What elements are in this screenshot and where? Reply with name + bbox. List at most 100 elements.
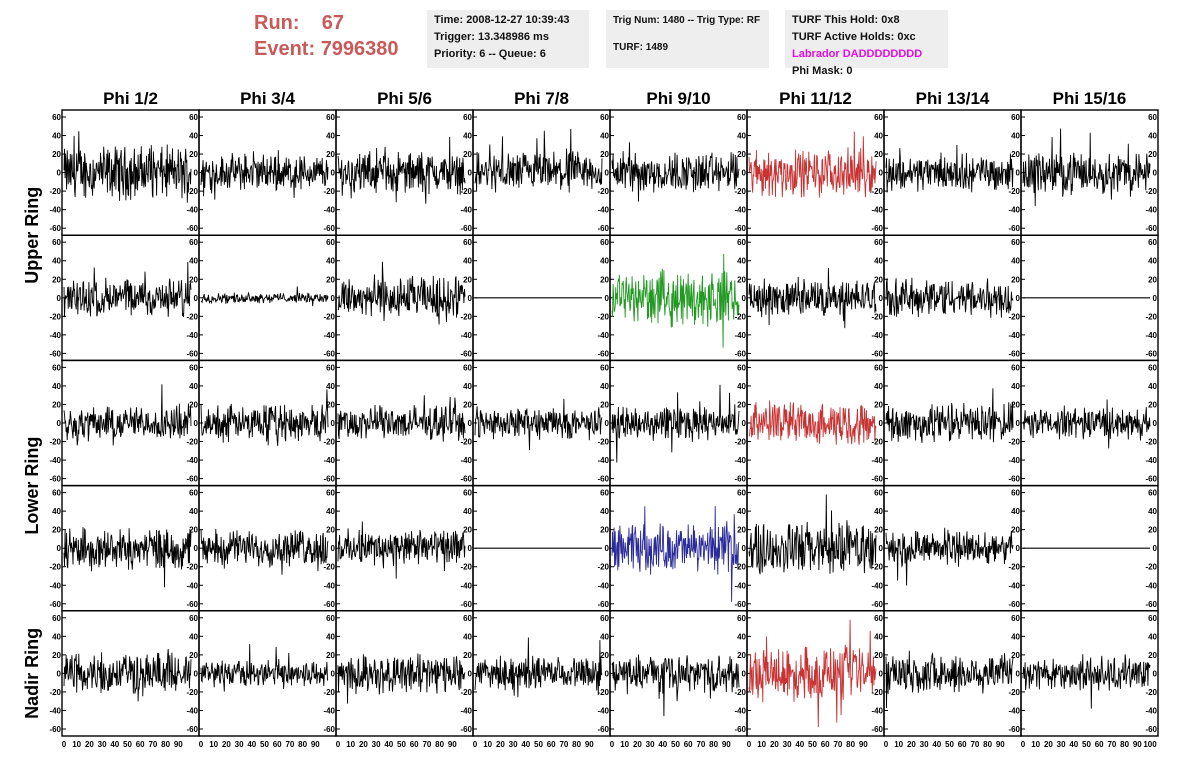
- y-tick-label: 0: [1016, 544, 1021, 553]
- y-tick-label: 40: [1011, 132, 1020, 141]
- y-tick-label: 20: [463, 275, 472, 284]
- x-tick-label: 60: [136, 740, 145, 749]
- waveform-line: [200, 389, 329, 446]
- y-tick-label: 40: [1148, 132, 1157, 141]
- y-tick-label: 0: [879, 419, 884, 428]
- x-tick-label: 30: [783, 740, 792, 749]
- y-tick-label: 20: [189, 275, 198, 284]
- waveform-line: [337, 395, 466, 442]
- y-tick-label: -40: [1145, 331, 1157, 340]
- y-tick-label: 0: [605, 669, 610, 678]
- y-tick-label: -40: [323, 206, 335, 215]
- y-tick-label: 40: [463, 382, 472, 391]
- x-tick-label: 0: [610, 740, 615, 749]
- y-tick-label: 60: [189, 489, 198, 498]
- y-tick-label: -60: [186, 475, 198, 484]
- waveform-line: [337, 261, 466, 325]
- y-tick-label: 60: [737, 489, 746, 498]
- event-value: 7996380: [320, 38, 399, 60]
- y-tick-label: 40: [600, 382, 609, 391]
- x-tick-label: 0: [199, 740, 204, 749]
- turf-text: TURF: 1489: [613, 42, 669, 53]
- y-tick-label: 60: [874, 113, 883, 122]
- x-tick-label: 10: [209, 740, 218, 749]
- y-tick-label: 20: [52, 275, 61, 284]
- x-tick-label: 20: [85, 740, 94, 749]
- x-tick-label: 70: [970, 740, 979, 749]
- y-tick-label: 0: [1153, 169, 1158, 178]
- x-tick-label: 50: [671, 740, 680, 749]
- y-tick-label: -20: [871, 438, 883, 447]
- y-tick-label: 40: [463, 257, 472, 266]
- run-label: Run:: [254, 12, 300, 34]
- y-tick-label: 0: [742, 544, 747, 553]
- x-tick-label: 30: [98, 740, 107, 749]
- y-tick-label: 40: [1011, 257, 1020, 266]
- y-tick-label: 0: [742, 294, 747, 303]
- y-tick-label: -20: [871, 187, 883, 196]
- y-tick-label: 60: [600, 363, 609, 372]
- x-tick-label: 0: [473, 740, 478, 749]
- y-tick-label: -40: [49, 206, 61, 215]
- y-tick-label: 40: [326, 632, 335, 641]
- y-tick-label: 20: [737, 651, 746, 660]
- y-tick-label: 60: [1148, 489, 1157, 498]
- y-tick-label: 0: [1153, 544, 1158, 553]
- y-tick-label: 60: [1011, 489, 1020, 498]
- y-tick-label: 40: [326, 382, 335, 391]
- y-tick-label: 20: [189, 400, 198, 409]
- y-tick-label: -60: [597, 224, 609, 233]
- y-tick-label: -20: [460, 688, 472, 697]
- y-tick-label: 40: [874, 382, 883, 391]
- y-tick-label: -40: [460, 706, 472, 715]
- column-title: Phi 1/2: [103, 89, 158, 108]
- x-tick-label: 80: [298, 740, 307, 749]
- y-tick-label: 40: [189, 132, 198, 141]
- y-tick-label: 60: [52, 113, 61, 122]
- y-tick-label: -20: [871, 312, 883, 321]
- x-tick-label: 30: [235, 740, 244, 749]
- waveform-line: [748, 268, 877, 329]
- y-tick-label: -20: [460, 438, 472, 447]
- y-tick-label: 60: [600, 614, 609, 623]
- y-tick-label: 40: [600, 507, 609, 516]
- y-tick-label: 0: [1153, 669, 1158, 678]
- x-tick-label: 20: [359, 740, 368, 749]
- y-tick-label: -60: [186, 600, 198, 609]
- x-tick-label: 20: [770, 740, 779, 749]
- waveform-line: [885, 527, 1014, 586]
- y-tick-label: 20: [600, 150, 609, 159]
- x-tick-label: 80: [983, 740, 992, 749]
- y-tick-label: 60: [326, 614, 335, 623]
- y-tick-label: -20: [323, 312, 335, 321]
- y-tick-label: 0: [468, 419, 473, 428]
- y-tick-label: -40: [186, 581, 198, 590]
- x-tick-label: 50: [534, 740, 543, 749]
- y-tick-label: 60: [874, 614, 883, 623]
- y-tick-label: -40: [460, 206, 472, 215]
- x-tick-label: 70: [422, 740, 431, 749]
- y-tick-label: -40: [1008, 206, 1020, 215]
- y-tick-label: -60: [734, 600, 746, 609]
- y-tick-label: -40: [49, 581, 61, 590]
- y-tick-label: -60: [1008, 475, 1020, 484]
- y-tick-label: -60: [49, 475, 61, 484]
- y-tick-label: 60: [463, 238, 472, 247]
- y-tick-label: 20: [874, 150, 883, 159]
- priority-text: Priority: 6 -- Queue: 6: [434, 48, 546, 60]
- y-tick-label: 60: [1011, 614, 1020, 623]
- y-tick-label: 60: [463, 113, 472, 122]
- waveform-line: [748, 131, 877, 198]
- y-tick-label: 40: [874, 132, 883, 141]
- y-tick-label: 60: [600, 113, 609, 122]
- y-tick-label: 20: [737, 400, 746, 409]
- y-tick-label: -20: [186, 688, 198, 697]
- waveform-line: [611, 654, 740, 717]
- y-tick-label: -40: [49, 331, 61, 340]
- y-tick-label: -60: [323, 224, 335, 233]
- y-tick-label: -20: [49, 187, 61, 196]
- x-tick-label: 80: [846, 740, 855, 749]
- y-tick-label: -60: [1008, 349, 1020, 358]
- x-tick-label: 100: [1143, 740, 1157, 749]
- column-title: Phi 9/10: [646, 89, 710, 108]
